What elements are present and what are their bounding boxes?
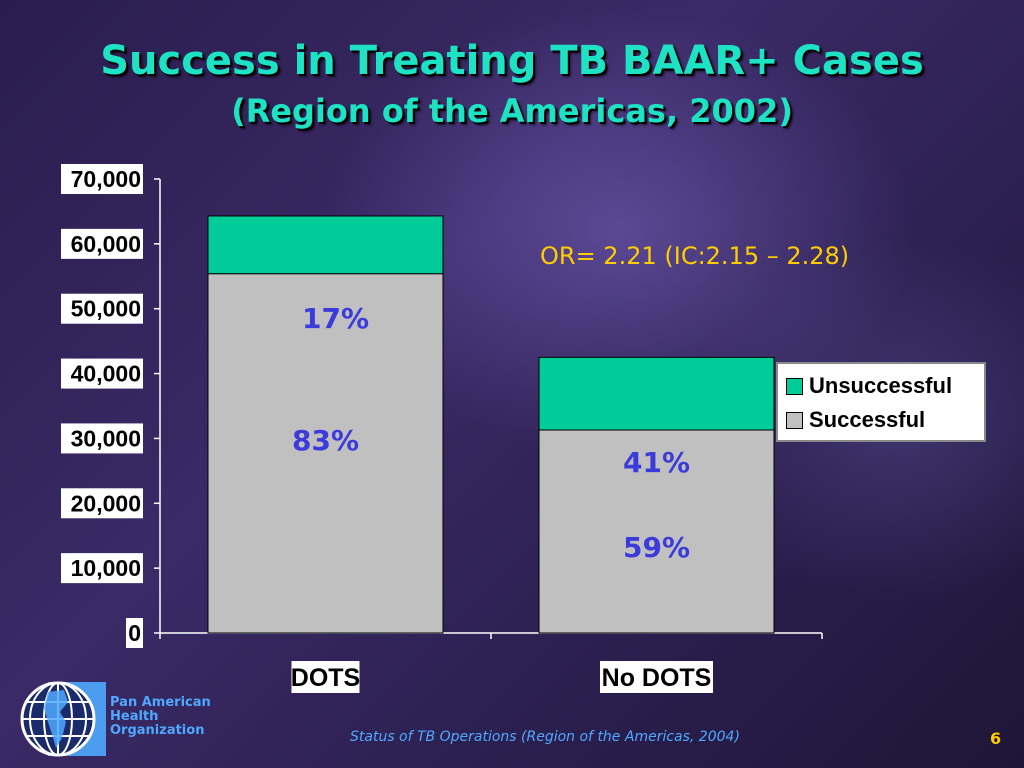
legend-swatch-successful bbox=[786, 411, 803, 429]
page-number: 6 bbox=[990, 729, 1002, 748]
org-name-line: Organization bbox=[110, 723, 205, 738]
bar-successful-no-dots bbox=[538, 429, 775, 634]
y-tick-label: 60,000 bbox=[71, 231, 141, 257]
y-tick-label-bg bbox=[61, 488, 143, 519]
data-label-successful: 83% bbox=[292, 424, 359, 457]
chart-subtitle: (Region of the Americas, 2002) bbox=[231, 92, 793, 130]
data-label-unsuccessful: 17% bbox=[302, 302, 369, 335]
data-label-successful: 59% bbox=[623, 531, 690, 564]
y-tick-label-bg bbox=[61, 228, 143, 259]
y-tick-label-bg bbox=[61, 358, 143, 389]
x-tick-label-bg bbox=[600, 661, 713, 693]
y-tick-label: 40,000 bbox=[71, 361, 141, 387]
chart-title: Success in Treating TB BAAR+ Cases bbox=[100, 38, 924, 84]
data-label-unsuccessful: 41% bbox=[623, 446, 690, 479]
y-tick-label-bg bbox=[61, 553, 143, 584]
y-tick-label-bg bbox=[61, 423, 143, 454]
x-tick-label: No DOTS bbox=[602, 664, 712, 692]
org-name-line: Health bbox=[110, 709, 159, 724]
legend-item-successful: Successful bbox=[786, 406, 925, 434]
y-tick-label: 50,000 bbox=[71, 296, 141, 322]
bar-unsuccessful-no-dots bbox=[538, 356, 775, 431]
org-name-line: Pan American bbox=[110, 695, 211, 710]
legend-label-successful: Successful bbox=[809, 407, 926, 432]
y-tick-label: 30,000 bbox=[71, 425, 141, 451]
y-tick-label: 0 bbox=[128, 620, 141, 646]
x-tick-label-bg bbox=[291, 661, 360, 693]
y-tick-label: 10,000 bbox=[71, 555, 141, 581]
y-tick-label: 20,000 bbox=[71, 490, 141, 516]
odds-ratio-annotation: OR= 2.21 (IC:2.15 – 2.28) bbox=[540, 242, 850, 270]
x-tick-label: DOTS bbox=[291, 664, 360, 692]
y-tick-label-bg bbox=[61, 164, 143, 194]
legend-label-unsuccessful: Unsuccessful bbox=[809, 373, 953, 398]
y-tick-label-bg bbox=[126, 618, 143, 648]
bar-chart: 0 10,000 20,000 30,000 40,000 50,000 60,000 70,… bbox=[61, 164, 775, 693]
y-tick-label: 70,000 bbox=[71, 166, 141, 192]
y-tick-label-bg bbox=[61, 293, 143, 324]
bar-successful-dots bbox=[207, 273, 444, 634]
paho-globe-logo bbox=[18, 678, 108, 764]
chart-legend: Unsuccessful Successful bbox=[776, 362, 986, 442]
legend-swatch-unsuccessful bbox=[786, 377, 803, 395]
bar-unsuccessful-dots bbox=[207, 215, 444, 275]
source-footnote: Status of TB Operations (Region of the A… bbox=[350, 729, 740, 745]
organization-name: Pan American Health Organization bbox=[110, 696, 211, 738]
legend-item-unsuccessful: Unsuccessful bbox=[786, 372, 952, 400]
